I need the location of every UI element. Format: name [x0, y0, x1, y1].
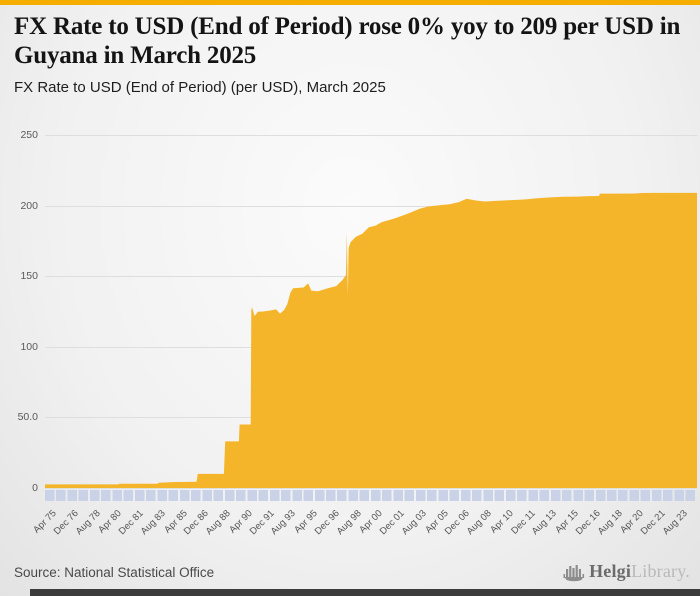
y-axis-tick-label: 150 — [20, 270, 38, 283]
logo-library: Library — [631, 561, 686, 581]
chart-subtitle: FX Rate to USD (End of Period) (per USD)… — [14, 79, 386, 96]
page-title: FX Rate to USD (End of Period) rose 0% y… — [14, 13, 681, 69]
x-axis-band — [45, 490, 697, 501]
chart-header: FX Rate to USD (End of Period) rose 0% y… — [14, 12, 690, 96]
logo-wordmark: HelgiLibrary. — [589, 561, 690, 582]
gridline — [45, 205, 697, 207]
source-text: Source: National Statistical Office — [14, 565, 215, 580]
helgi-library-logo[interactable]: HelgiLibrary. — [563, 561, 690, 582]
bottom-edge-bar — [30, 589, 700, 596]
logo-helgi: Helgi — [589, 561, 632, 581]
gridline — [45, 488, 697, 489]
gridline — [45, 135, 697, 136]
helgi-bars-icon — [563, 564, 585, 581]
chart-footer: Source: National Statistical Office Helg… — [0, 556, 700, 582]
y-axis-tick-label: 50.0 — [17, 411, 38, 424]
logo-period: . — [685, 561, 690, 581]
area-series-guyana-fx — [45, 192, 697, 488]
top-accent-bar — [0, 0, 700, 5]
y-axis-tick-label: 200 — [20, 199, 38, 212]
fx-rate-area-chart: 250 200 150 100 50.0 0 Apr 75 Dec 76 Aug 78 Apr … — [0, 120, 700, 550]
y-axis-tick-label: 0 — [32, 482, 38, 494]
y-axis-tick-label: 250 — [20, 129, 38, 141]
y-axis-tick-label: 100 — [20, 340, 38, 353]
